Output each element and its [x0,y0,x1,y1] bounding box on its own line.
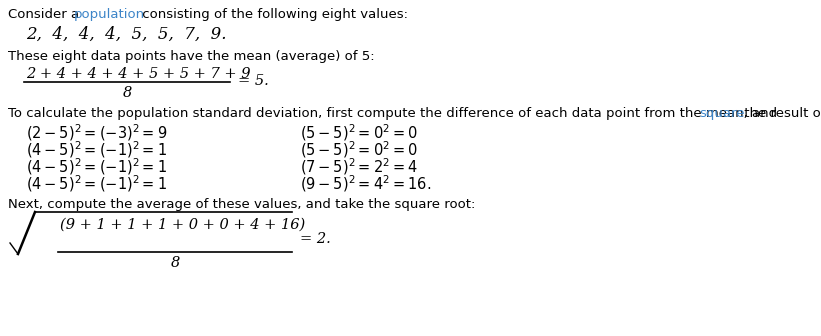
Text: = 5.: = 5. [238,74,268,88]
Text: 2,  4,  4,  4,  5,  5,  7,  9.: 2, 4, 4, 4, 5, 5, 7, 9. [26,26,227,43]
Text: Next, compute the average of these values, and take the square root:: Next, compute the average of these value… [8,198,475,211]
Text: population: population [74,8,145,21]
Text: 2 + 4 + 4 + 4 + 5 + 5 + 7 + 9: 2 + 4 + 4 + 4 + 5 + 5 + 7 + 9 [26,67,250,81]
Text: $(5-5)^2=0^2=0$: $(5-5)^2=0^2=0$ [300,139,418,160]
Text: These eight data points have the mean (average) of 5:: These eight data points have the mean (a… [8,50,374,63]
Text: $(5-5)^2=0^2=0$: $(5-5)^2=0^2=0$ [300,122,418,143]
Text: $(4-5)^2=(-1)^2=1$: $(4-5)^2=(-1)^2=1$ [26,173,167,194]
Text: $(4-5)^2=(-1)^2=1$: $(4-5)^2=(-1)^2=1$ [26,156,167,177]
Text: To calculate the population standard deviation, first compute the difference of : To calculate the population standard dev… [8,107,782,120]
Text: the result of each:: the result of each: [740,107,821,120]
Text: $(4-5)^2=(-1)^2=1$: $(4-5)^2=(-1)^2=1$ [26,139,167,160]
Text: 8: 8 [171,256,180,270]
Text: = 2.: = 2. [300,232,331,246]
Text: $(7-5)^2=2^2=4$: $(7-5)^2=2^2=4$ [300,156,418,177]
Text: Consider a: Consider a [8,8,84,21]
Text: (9 + 1 + 1 + 1 + 0 + 0 + 4 + 16): (9 + 1 + 1 + 1 + 0 + 0 + 4 + 16) [60,218,305,232]
Text: $(9-5)^2=4^2=16.$: $(9-5)^2=4^2=16.$ [300,173,431,194]
Text: $(2-5)^2=(-3)^2=9$: $(2-5)^2=(-3)^2=9$ [26,122,167,143]
Text: 8: 8 [122,86,131,100]
Text: consisting of the following eight values:: consisting of the following eight values… [138,8,408,21]
Text: square: square [699,107,745,120]
